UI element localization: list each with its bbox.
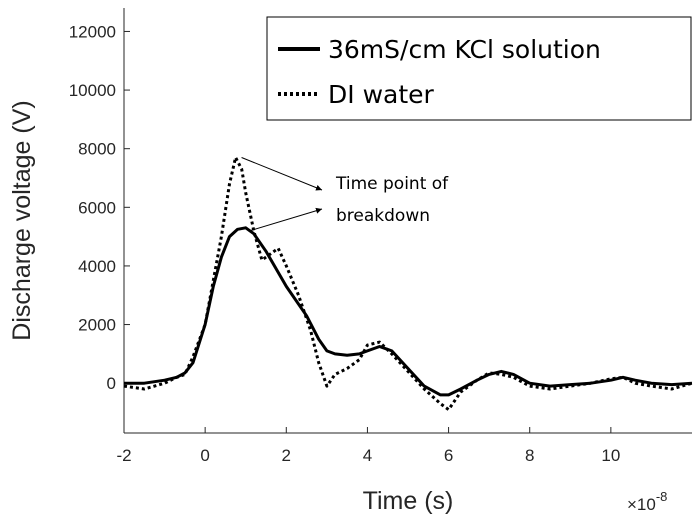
x-tick-label: 10 — [601, 446, 620, 465]
x-axis-multiplier: ×10-8 — [627, 489, 667, 514]
annotation-arrow — [241, 157, 323, 191]
series-line-di-water — [123, 156, 693, 412]
y-tick-label: 6000 — [78, 198, 116, 217]
x-axis-multiplier-exponent: -8 — [656, 489, 668, 504]
x-tick-label: -2 — [116, 446, 131, 465]
y-tick-label: 10000 — [69, 81, 116, 100]
y-tick-label: 4000 — [78, 257, 116, 276]
x-tick-label: 6 — [444, 446, 453, 465]
legend-label-0: 36mS/cm KCl solution — [328, 35, 601, 64]
annotation-text-line2: breakdown — [336, 206, 430, 226]
x-tick-label: 4 — [363, 446, 372, 465]
x-tick-label: 8 — [525, 446, 534, 465]
annotation-text-line1: Time point of — [335, 174, 449, 194]
x-axis-label: Time (s) — [363, 487, 454, 515]
legend-label-1: DI water — [328, 80, 435, 109]
y-tick-label: 0 — [107, 374, 116, 393]
x-tick-label: 0 — [200, 446, 209, 465]
y-tick-label: 8000 — [78, 140, 116, 159]
legend-box — [266, 16, 692, 121]
x-tick-label: 2 — [282, 446, 291, 465]
y-axis-label: Discharge voltage (V) — [8, 100, 36, 340]
y-tick-label: 12000 — [69, 22, 116, 41]
annotation-arrow — [249, 207, 323, 232]
y-tick-label: 2000 — [78, 316, 116, 335]
